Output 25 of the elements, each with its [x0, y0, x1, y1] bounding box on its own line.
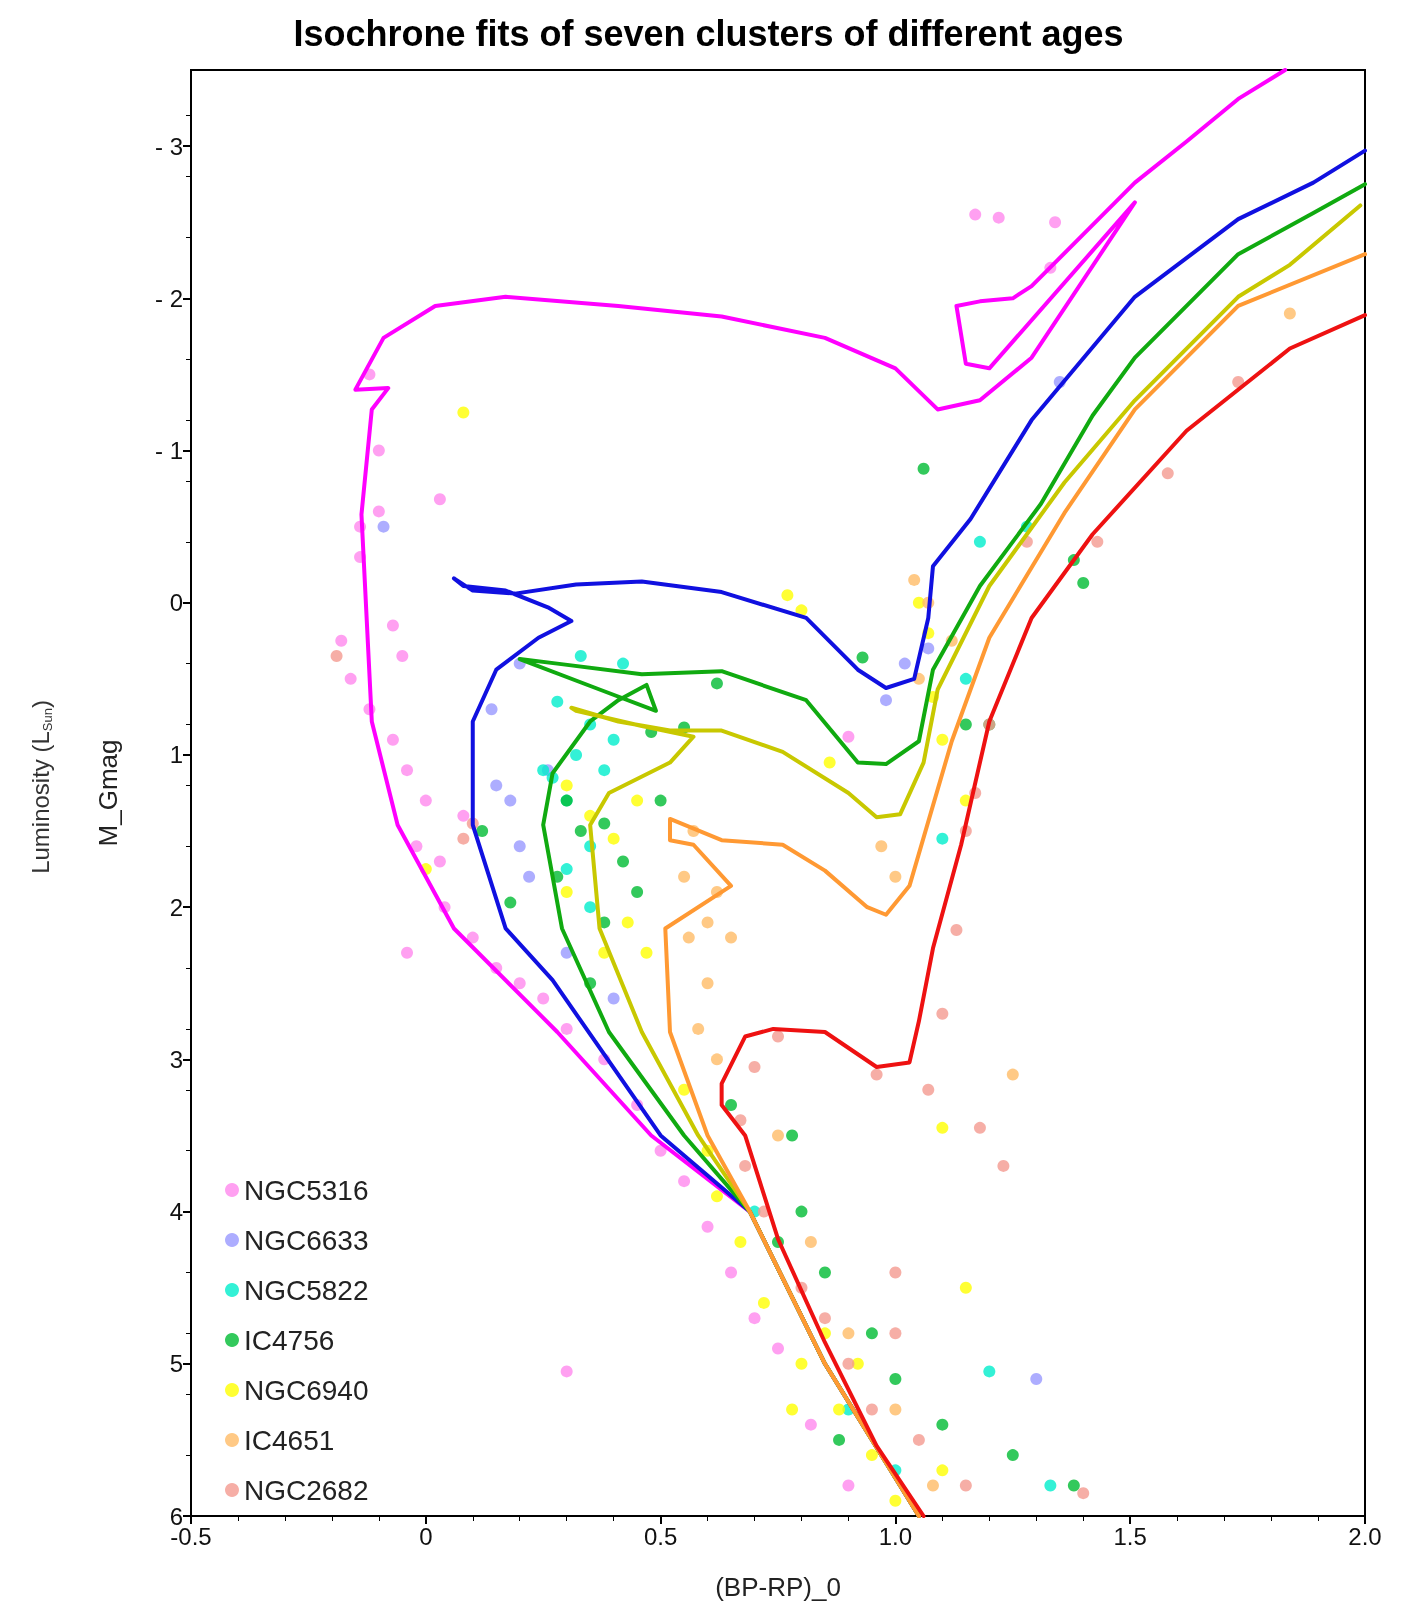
legend-label: IC4756	[244, 1324, 335, 1356]
legend-label: NGC5822	[244, 1274, 369, 1306]
legend-label: NGC6940	[244, 1374, 369, 1406]
text: Luminosity (LSun)	[26, 699, 55, 874]
legend-label: IC4651	[244, 1424, 335, 1456]
x-tick-label: 2.0	[1348, 1522, 1382, 1550]
y-tick-label: 4	[169, 1198, 183, 1226]
legend-label: NGC2682	[244, 1474, 369, 1506]
chart-title: Isochrone fits of seven clusters of different ages	[293, 12, 1124, 54]
y-tick-label: - 3	[154, 132, 183, 160]
y-tick-label: - 1	[154, 437, 183, 465]
y-tick-label: 2	[169, 893, 183, 921]
x-tick-label: 0	[419, 1522, 433, 1550]
y-tick-label: - 2	[154, 284, 183, 312]
x-tick-label: 1.0	[878, 1522, 913, 1550]
y-tick-label: 3	[169, 1045, 183, 1073]
y-axis-title: M_Gmag	[93, 739, 123, 847]
y-tick-label: 0	[169, 589, 183, 617]
x-axis-title: (BP-RP)_0	[715, 1572, 841, 1602]
x-tick-label: 1.5	[1113, 1522, 1147, 1550]
x-tick-label: 0.5	[643, 1522, 678, 1550]
y-tick-label: 5	[169, 1350, 183, 1378]
legend-label: NGC6633	[244, 1224, 369, 1256]
y-tick-label: 1	[169, 741, 183, 769]
legend-label: NGC5316	[244, 1174, 369, 1206]
